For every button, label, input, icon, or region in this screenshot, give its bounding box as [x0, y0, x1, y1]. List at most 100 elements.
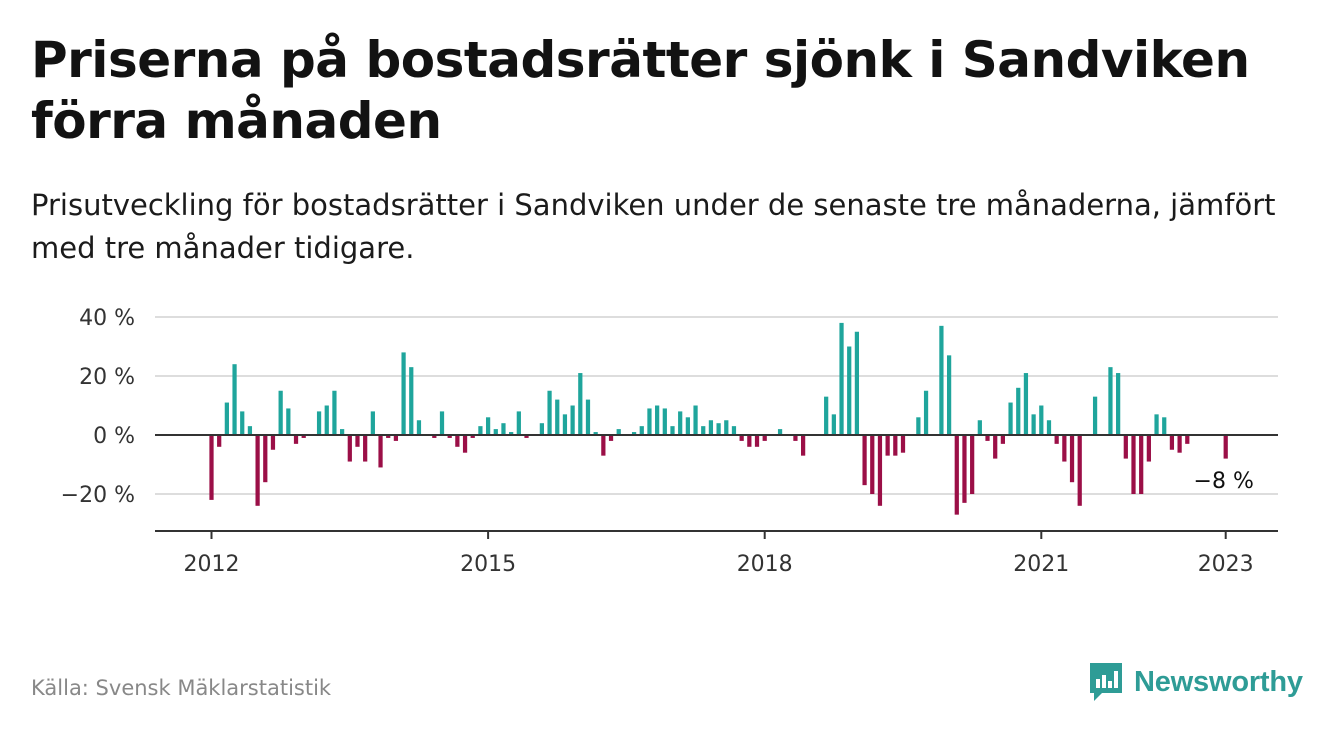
bar [870, 435, 875, 494]
chart-subtitle: Prisutveckling för bostadsrätter i Sandv… [31, 188, 1276, 265]
source-note: Källa: Svensk Mäklarstatistik [31, 676, 332, 700]
bar [539, 423, 544, 435]
bar [1139, 435, 1144, 494]
x-tick-label: 2023 [1198, 552, 1254, 577]
bar [839, 322, 844, 435]
axis-labels: 40 % 20 % 0 % −20 % 2012 2015 2018 2021 2023 −8 % [61, 306, 1254, 577]
bar [447, 435, 452, 438]
bar [923, 390, 929, 435]
bar [916, 417, 921, 435]
bar [862, 435, 867, 486]
bar [716, 423, 721, 435]
bar [970, 435, 975, 494]
bar [593, 432, 598, 435]
y-tick-label: 20 % [79, 365, 135, 390]
bar [1146, 435, 1151, 462]
bar [363, 435, 368, 462]
bar [946, 355, 952, 435]
bar [263, 435, 268, 483]
bar [954, 435, 959, 515]
bar [501, 423, 506, 435]
bar [578, 373, 583, 435]
bar [854, 331, 860, 435]
bar [900, 435, 906, 453]
bar [977, 420, 982, 435]
bar [386, 435, 391, 438]
bar [217, 435, 222, 447]
bar [962, 435, 967, 503]
bar [701, 426, 706, 435]
bar [1131, 435, 1136, 494]
bar [739, 435, 744, 441]
bar [286, 408, 291, 435]
bar [1069, 435, 1075, 483]
bar [585, 399, 591, 435]
bar [355, 435, 360, 447]
bar [747, 435, 752, 447]
bars [209, 322, 1228, 515]
bar [316, 411, 322, 435]
gridlines [155, 316, 1278, 495]
bar [685, 417, 690, 435]
newsworthy-logo: Newsworthy [1088, 660, 1320, 704]
bar [470, 435, 475, 438]
bar [347, 435, 352, 462]
bar [247, 426, 253, 435]
bar [831, 414, 836, 435]
brand-name: Newsworthy [1134, 665, 1303, 698]
bar [939, 325, 944, 435]
bar [462, 435, 468, 453]
bar [1008, 402, 1013, 435]
bar [1046, 420, 1052, 435]
bar [647, 408, 652, 435]
bar [401, 352, 406, 435]
bar [224, 402, 229, 435]
bar [678, 411, 683, 435]
bar [209, 435, 214, 500]
bar [824, 396, 829, 435]
bar [801, 435, 806, 456]
bar [370, 411, 375, 435]
bar [1016, 387, 1021, 435]
bar [662, 408, 667, 435]
bar [1123, 435, 1128, 459]
bar-chart: 40 % 20 % 0 % −20 % 2012 2015 2018 2021 2023 −8 % [61, 306, 1278, 577]
bar [670, 426, 675, 435]
bar [1169, 435, 1175, 450]
bar [1077, 435, 1082, 506]
bar [1108, 367, 1113, 435]
bar [478, 426, 483, 435]
bar [439, 411, 445, 435]
bar [616, 429, 621, 435]
bar [509, 432, 514, 435]
bar [608, 435, 614, 441]
bar [524, 435, 529, 438]
bar [1031, 414, 1036, 435]
bar [1185, 435, 1190, 444]
bar [562, 414, 568, 435]
bar [332, 390, 337, 435]
bar [485, 417, 491, 435]
bar [893, 435, 898, 456]
bar [232, 364, 237, 435]
bar [324, 405, 329, 435]
bar [777, 429, 783, 435]
bar [993, 435, 998, 459]
bar [278, 390, 283, 435]
bar [877, 435, 883, 506]
bar [378, 435, 383, 468]
bar [293, 435, 299, 444]
bar [1154, 414, 1159, 435]
x-tick-label: 2015 [460, 552, 516, 577]
bar-chart-logo-icon [1090, 663, 1122, 701]
y-tick-label: −20 % [61, 483, 135, 508]
bar [416, 420, 422, 435]
bar [516, 411, 521, 435]
bar [985, 435, 990, 441]
bar [708, 420, 714, 435]
x-tick-label: 2021 [1013, 552, 1069, 577]
bar [847, 346, 852, 435]
bar [655, 405, 660, 435]
bar [693, 405, 698, 435]
bar [393, 435, 399, 441]
